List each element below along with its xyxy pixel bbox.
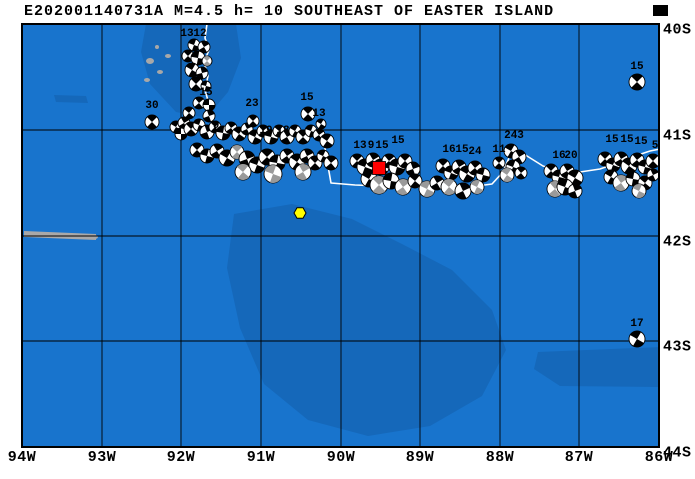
- beachball-focal-mechanism: [184, 62, 200, 78]
- corner-mark: [653, 5, 668, 16]
- depth-label: 24: [468, 146, 482, 158]
- depth-label: 13: [353, 140, 367, 152]
- beachball-focal-mechanism: [605, 157, 621, 173]
- depth-label: 15: [375, 140, 389, 152]
- x-axis-label: 94W: [7, 449, 37, 466]
- beachball-focal-mechanism: [631, 183, 647, 199]
- beachball-focal-mechanism: [199, 148, 215, 164]
- bathymetry-patch: [534, 347, 659, 387]
- beachball-focal-mechanism: [628, 73, 646, 91]
- beachball-focal-mechanism: [234, 163, 252, 181]
- x-axis-label: 87W: [564, 449, 594, 466]
- depth-label: 15: [605, 134, 619, 146]
- beachball-focal-mechanism: [195, 66, 209, 80]
- beachball-focal-mechanism: [315, 118, 327, 130]
- beachball-focal-mechanism: [300, 106, 316, 122]
- islet-speckle: [157, 70, 163, 74]
- beachball-focal-mechanism: [454, 182, 472, 200]
- depth-label: 23: [245, 98, 259, 110]
- beachball-focal-mechanism: [188, 76, 204, 92]
- depth-label: 20: [564, 150, 577, 162]
- depth-label: 15: [620, 134, 634, 146]
- beachball-focal-mechanism: [263, 129, 279, 145]
- islet-speckle: [155, 45, 159, 49]
- beachball-focal-mechanism: [202, 98, 216, 112]
- x-axis-label: 86W: [644, 449, 674, 466]
- depth-label: 15: [630, 61, 644, 73]
- beachball-focal-mechanism: [294, 163, 312, 181]
- bathymetry-patch: [54, 95, 88, 103]
- depth-label: 243: [504, 130, 524, 142]
- depth-label: 15: [634, 136, 648, 148]
- beachball-focal-mechanism: [625, 171, 641, 187]
- beachball-focal-mechanism: [475, 167, 491, 183]
- map-frame: [21, 23, 660, 448]
- y-axis-label: 41S: [663, 127, 692, 145]
- depth-label: 15: [455, 144, 469, 156]
- beachball-focal-mechanism: [440, 178, 458, 196]
- beachball-focal-mechanism: [200, 80, 212, 92]
- beachball-focal-mechanism: [394, 178, 412, 196]
- beachball-focal-mechanism: [323, 155, 339, 171]
- islet-speckle: [144, 78, 150, 82]
- beachball-focal-mechanism: [319, 133, 335, 149]
- depth-label: 5: [652, 140, 659, 152]
- y-axis-label: 43S: [663, 338, 692, 356]
- depth-label: 15: [199, 87, 213, 99]
- beachball-focal-mechanism: [514, 166, 528, 180]
- depth-label: 13: [312, 108, 326, 120]
- beachball-focal-mechanism: [567, 183, 583, 199]
- depth-label: 18: [276, 125, 290, 137]
- depth-label: 16: [552, 150, 565, 162]
- depth-label: 17: [630, 318, 643, 330]
- beachball-focal-mechanism: [628, 330, 646, 348]
- islet-speckle: [146, 58, 154, 64]
- beachball-focal-mechanism: [197, 40, 211, 54]
- station-hexagon-marker: [293, 207, 307, 219]
- beachball-focal-mechanism: [645, 153, 659, 169]
- depth-label: 16: [442, 144, 455, 156]
- depth-label: 19: [259, 125, 272, 137]
- depth-label: 13: [180, 28, 194, 40]
- x-axis-label: 93W: [87, 449, 117, 466]
- beachball-focal-mechanism: [469, 179, 485, 195]
- depth-label: 9: [368, 140, 375, 152]
- y-axis-label: 44S: [663, 444, 692, 462]
- y-axis-label: 40S: [663, 21, 692, 39]
- beachball-focal-mechanism: [201, 55, 213, 67]
- x-axis-label: 88W: [485, 449, 515, 466]
- islet-speckle: [165, 54, 171, 58]
- gray-streak: [24, 231, 96, 240]
- depth-label: 15: [300, 92, 314, 104]
- depth-label: 11: [492, 144, 506, 156]
- x-axis-label: 89W: [405, 449, 435, 466]
- beachball-focal-mechanism: [202, 109, 216, 123]
- bathymetry-patch: [227, 204, 506, 436]
- beachball-focal-mechanism: [407, 173, 423, 189]
- x-axis-label: 90W: [326, 449, 356, 466]
- beachball-focal-mechanism: [263, 164, 283, 184]
- depth-label: 9: [213, 120, 220, 132]
- map-title: E202001140731A M=4.5 h= 10 SOUTHEAST OF …: [24, 3, 555, 20]
- depth-label: 15: [391, 135, 405, 147]
- beachball-focal-mechanism: [246, 114, 260, 128]
- depth-label: 12: [193, 28, 206, 40]
- x-axis-label: 92W: [166, 449, 196, 466]
- y-axis-label: 42S: [663, 233, 692, 251]
- beachball-focal-mechanism: [144, 114, 160, 130]
- event-marker-red-square: [372, 161, 386, 175]
- beachball-focal-mechanism: [190, 50, 206, 66]
- depth-label: 30: [145, 100, 158, 112]
- beachball-focal-mechanism: [646, 168, 659, 182]
- x-axis-label: 91W: [246, 449, 276, 466]
- beachball-focal-mechanism: [499, 167, 515, 183]
- beachball-focal-mechanism: [492, 156, 506, 170]
- beachball-focal-mechanism: [612, 174, 630, 192]
